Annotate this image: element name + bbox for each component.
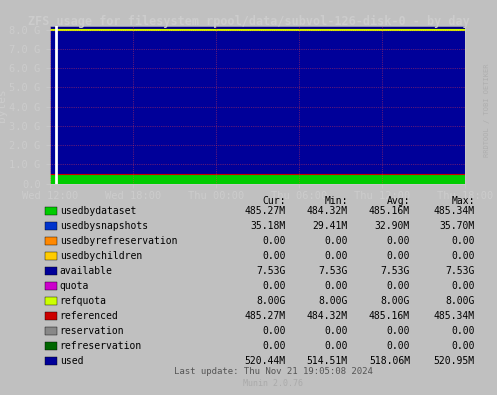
Text: 0.00: 0.00	[387, 340, 410, 351]
Text: RRDTOOL / TOBI OETIKER: RRDTOOL / TOBI OETIKER	[484, 64, 490, 157]
Text: 0.00: 0.00	[262, 250, 286, 261]
Text: 485.34M: 485.34M	[433, 310, 475, 321]
Text: 32.90M: 32.90M	[375, 220, 410, 231]
Text: 485.34M: 485.34M	[433, 205, 475, 216]
Text: 0.00: 0.00	[325, 325, 348, 336]
Text: 484.32M: 484.32M	[307, 310, 348, 321]
Text: usedbydataset: usedbydataset	[60, 205, 136, 216]
Text: 0.00: 0.00	[387, 325, 410, 336]
Text: 8.00G: 8.00G	[319, 295, 348, 306]
Text: 8.00G: 8.00G	[256, 295, 286, 306]
Text: 7.53G: 7.53G	[381, 265, 410, 276]
Text: usedbychildren: usedbychildren	[60, 250, 142, 261]
Text: 0.00: 0.00	[325, 250, 348, 261]
Text: 485.27M: 485.27M	[245, 310, 286, 321]
Text: used: used	[60, 356, 83, 366]
Text: usedbysnapshots: usedbysnapshots	[60, 220, 148, 231]
Text: quota: quota	[60, 280, 89, 291]
Text: refreservation: refreservation	[60, 340, 142, 351]
Text: 520.95M: 520.95M	[433, 356, 475, 366]
Text: 485.16M: 485.16M	[369, 205, 410, 216]
Text: 29.41M: 29.41M	[313, 220, 348, 231]
Text: 484.32M: 484.32M	[307, 205, 348, 216]
Text: usedbyrefreservation: usedbyrefreservation	[60, 235, 177, 246]
Text: 0.00: 0.00	[262, 325, 286, 336]
Text: Max:: Max:	[451, 196, 475, 205]
Text: Min:: Min:	[325, 196, 348, 205]
Text: 514.51M: 514.51M	[307, 356, 348, 366]
Text: available: available	[60, 265, 112, 276]
Text: 0.00: 0.00	[262, 280, 286, 291]
Text: ZFS usage for filesystem rpool/data/subvol-126-disk-0 - by day: ZFS usage for filesystem rpool/data/subv…	[28, 15, 469, 28]
Text: Avg:: Avg:	[387, 196, 410, 205]
Text: 35.18M: 35.18M	[250, 220, 286, 231]
Text: reservation: reservation	[60, 325, 124, 336]
Text: 0.00: 0.00	[325, 280, 348, 291]
Text: 7.53G: 7.53G	[256, 265, 286, 276]
Text: refquota: refquota	[60, 295, 107, 306]
Text: Last update: Thu Nov 21 19:05:08 2024: Last update: Thu Nov 21 19:05:08 2024	[174, 367, 373, 376]
Text: 0.00: 0.00	[451, 250, 475, 261]
Text: 485.16M: 485.16M	[369, 310, 410, 321]
Text: Cur:: Cur:	[262, 196, 286, 205]
Text: 8.00G: 8.00G	[381, 295, 410, 306]
Text: 0.00: 0.00	[451, 325, 475, 336]
Text: 0.00: 0.00	[325, 235, 348, 246]
Text: referenced: referenced	[60, 310, 118, 321]
Text: 0.00: 0.00	[451, 340, 475, 351]
Text: 0.00: 0.00	[387, 250, 410, 261]
Text: 0.00: 0.00	[262, 235, 286, 246]
Text: 485.27M: 485.27M	[245, 205, 286, 216]
Text: 0.00: 0.00	[387, 280, 410, 291]
Text: 35.70M: 35.70M	[439, 220, 475, 231]
Text: 0.00: 0.00	[387, 235, 410, 246]
Text: 7.53G: 7.53G	[319, 265, 348, 276]
Text: 8.00G: 8.00G	[445, 295, 475, 306]
Text: 518.06M: 518.06M	[369, 356, 410, 366]
Text: 0.00: 0.00	[262, 340, 286, 351]
Y-axis label: bytes: bytes	[0, 88, 6, 122]
Text: 0.00: 0.00	[325, 340, 348, 351]
Text: 520.44M: 520.44M	[245, 356, 286, 366]
Text: 0.00: 0.00	[451, 280, 475, 291]
Text: 7.53G: 7.53G	[445, 265, 475, 276]
Text: Munin 2.0.76: Munin 2.0.76	[244, 379, 303, 388]
Text: 0.00: 0.00	[451, 235, 475, 246]
